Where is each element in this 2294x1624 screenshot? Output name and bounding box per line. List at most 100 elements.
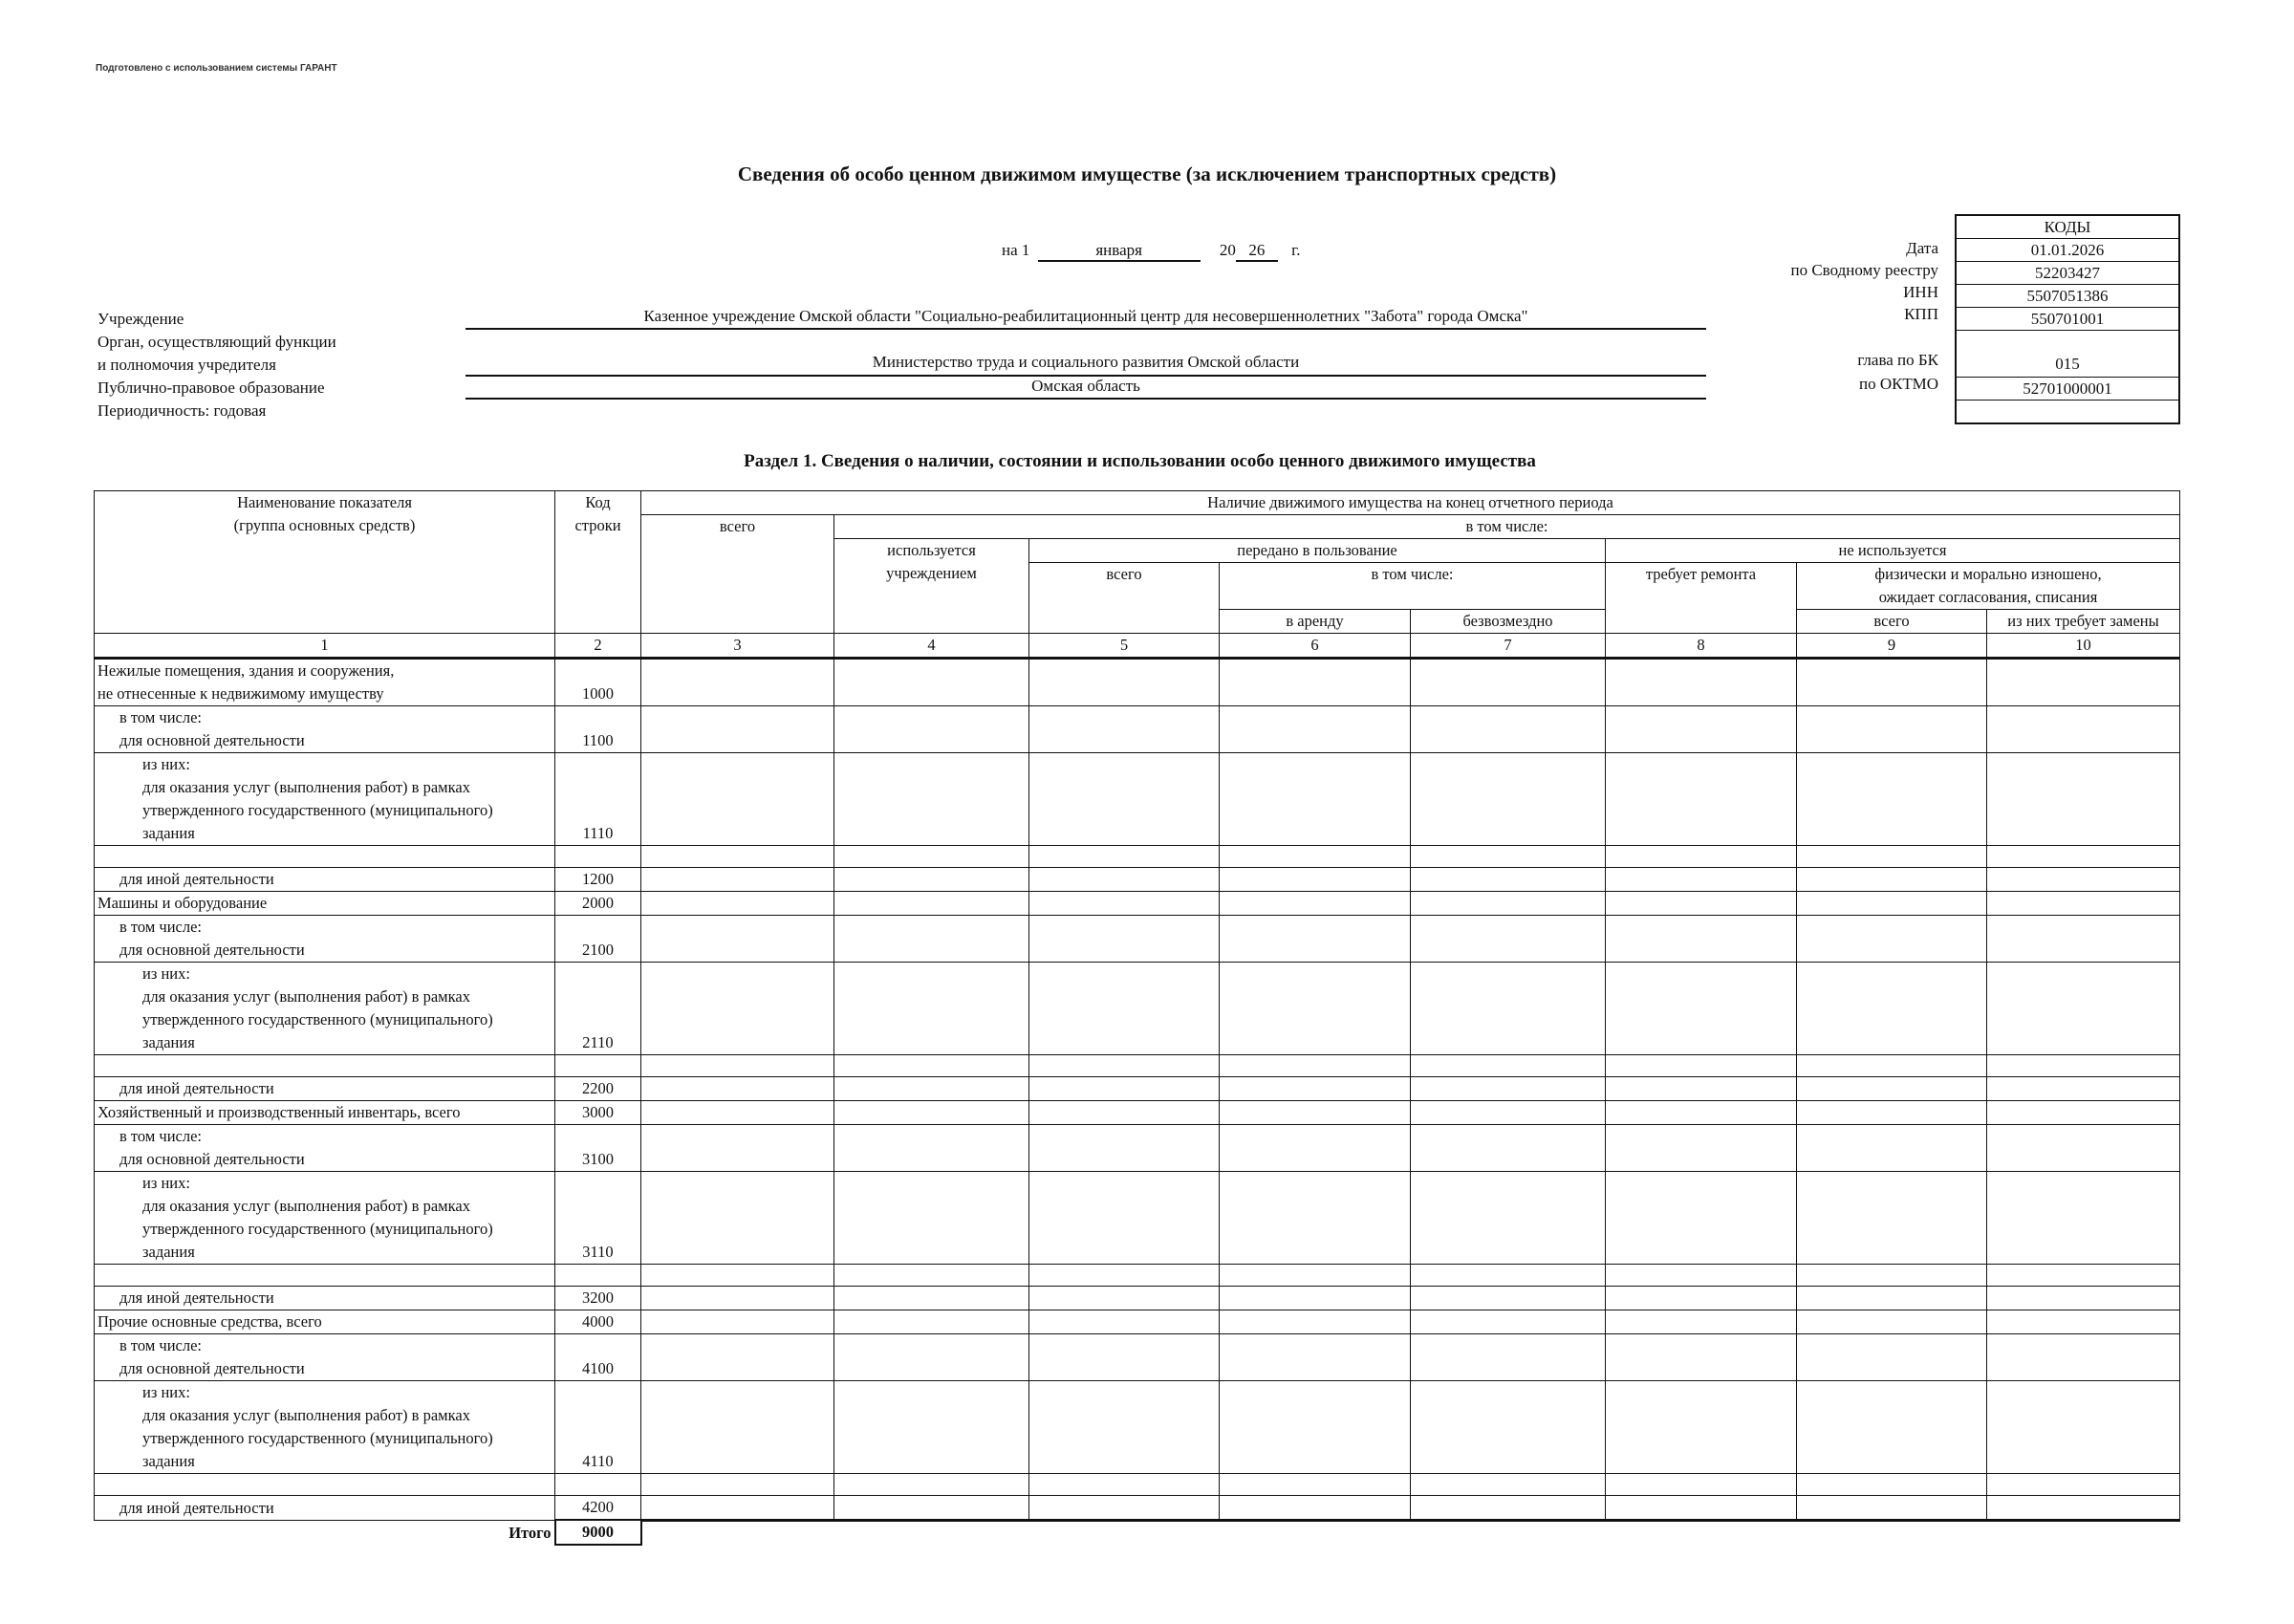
- table-row: Хозяйственный и производственный инвента…: [94, 1100, 2180, 1125]
- row-name-line: для основной деятельности: [119, 1359, 305, 1377]
- code-label-kpp: КПП: [1904, 305, 1938, 323]
- table-row: для иной деятельности 2200: [94, 1076, 2180, 1101]
- header-transferred-including: в том числе:: [1219, 562, 1606, 610]
- value-cell: [640, 1171, 834, 1265]
- header-including: в том числе:: [833, 514, 2180, 539]
- value-cell: [1028, 1333, 1220, 1381]
- row-code: 4100: [554, 1333, 641, 1381]
- row-name: [94, 1054, 555, 1077]
- row-name-line: задания: [142, 1452, 195, 1470]
- value-cell: [1028, 1473, 1220, 1496]
- table-row: для иной деятельности 1200: [94, 867, 2180, 892]
- value-cell: [833, 1473, 1029, 1496]
- row-name: в том числе: для основной деятельности: [94, 1333, 555, 1381]
- column-number: 4: [833, 633, 1029, 660]
- value-cell: [1410, 1380, 1606, 1474]
- value-cell: [1219, 1286, 1411, 1310]
- value-cell: [1219, 845, 1411, 868]
- code-label-inn: ИНН: [1903, 283, 1938, 301]
- row-name-line: для оказания услуг (выполнения работ) в …: [142, 987, 470, 1006]
- value-cell: [1219, 1171, 1411, 1265]
- value-cell: [1605, 891, 1797, 916]
- value-cell: [833, 1495, 1029, 1521]
- code-label-registry: по Сводному реестру: [1790, 261, 1938, 279]
- value-cell: [1028, 1054, 1220, 1077]
- row-name-line: в том числе:: [119, 708, 203, 726]
- row-name: в том числе: для основной деятельности: [94, 705, 555, 753]
- row-name-line: из них:: [142, 1174, 190, 1192]
- value-cell: [1605, 867, 1797, 892]
- value-cell: [640, 1473, 834, 1496]
- table-row: [94, 1473, 2180, 1496]
- value-cell: [833, 1054, 1029, 1077]
- value-cell: [1986, 1333, 2180, 1381]
- value-cell: [1605, 845, 1797, 868]
- row-name: для иной деятельности: [94, 1495, 555, 1521]
- value-cell: [1796, 845, 1987, 868]
- row-name-line: в том числе:: [119, 1336, 203, 1354]
- value-cell: [833, 867, 1029, 892]
- value-cell: [640, 1054, 834, 1077]
- value-cell: [1028, 915, 1220, 963]
- property-table: Наименование показателя (группа основных …: [94, 490, 2180, 1546]
- code-bk: 015: [1957, 331, 2178, 378]
- column-number: 2: [554, 633, 641, 660]
- value-cell: [833, 1100, 1029, 1125]
- row-name: для иной деятельности: [94, 867, 555, 892]
- row-code: [554, 1264, 641, 1287]
- column-number: 10: [1986, 633, 2180, 660]
- value-cell: [1028, 1171, 1220, 1265]
- value-cell: [1219, 705, 1411, 753]
- row-name-line: для оказания услуг (выполнения работ) в …: [142, 1197, 470, 1215]
- value-cell: [1986, 1495, 2180, 1521]
- table-header: Наименование показателя (группа основных …: [94, 490, 2180, 660]
- column-number: 1: [94, 633, 555, 660]
- value-cell: [1219, 1076, 1411, 1101]
- value-cell: [1605, 1286, 1797, 1310]
- column-number: 3: [640, 633, 834, 660]
- value-cell: [1028, 1124, 1220, 1172]
- value-cell: [1410, 915, 1606, 963]
- value-cell: [1605, 1380, 1797, 1474]
- row-name-line: утвержденного государственного (муниципа…: [142, 801, 493, 819]
- table-row: для иной деятельности 4200: [94, 1495, 2180, 1521]
- row-name: Прочие основные средства, всего: [94, 1310, 555, 1334]
- value-cell: [1796, 1473, 1987, 1496]
- value-cell: [640, 1076, 834, 1101]
- row-code: [554, 1054, 641, 1077]
- total-spacer: [833, 1518, 1029, 1545]
- value-cell: [1028, 1495, 1220, 1521]
- column-number: 5: [1028, 633, 1220, 660]
- total-spacer: [1796, 1518, 1987, 1545]
- row-code: 1000: [554, 658, 641, 706]
- value-cell: [640, 658, 834, 706]
- garant-note: Подготовлено с использованием системы ГА…: [96, 63, 337, 74]
- value-cell: [1605, 1310, 1797, 1334]
- value-cell: [1219, 962, 1411, 1055]
- code-inn: 5507051386: [1957, 285, 2178, 308]
- row-name: Хозяйственный и производственный инвента…: [94, 1100, 555, 1125]
- total-spacer: [1028, 1518, 1220, 1545]
- column-number: 6: [1219, 633, 1411, 660]
- value-cell: [1605, 1076, 1797, 1101]
- row-name: в том числе: для основной деятельности: [94, 1124, 555, 1172]
- value-cell: [640, 1380, 834, 1474]
- codes-box: КОДЫ 01.01.2026 52203427 5507051386 5507…: [1955, 214, 2180, 424]
- value-cell: [1410, 1076, 1606, 1101]
- header-total: всего: [640, 514, 834, 634]
- table-row: в том числе: для основной деятельности 410…: [94, 1333, 2180, 1381]
- row-name-line: в том числе:: [119, 1127, 203, 1145]
- date-year: 26: [1235, 241, 1278, 262]
- value-cell: [640, 1333, 834, 1381]
- value-cell: [1410, 658, 1606, 706]
- code-date: 01.01.2026: [1957, 239, 2178, 262]
- row-name-line: для оказания услуг (выполнения работ) в …: [142, 1406, 470, 1424]
- column-number: 9: [1796, 633, 1987, 660]
- value-cell: [1796, 1286, 1987, 1310]
- value-cell: [1410, 1473, 1606, 1496]
- value-cell: [1796, 1076, 1987, 1101]
- value-cell: [1410, 1054, 1606, 1077]
- value-cell: [833, 658, 1029, 706]
- value-cell: [1796, 1100, 1987, 1125]
- total-spacer: [1986, 1518, 2180, 1545]
